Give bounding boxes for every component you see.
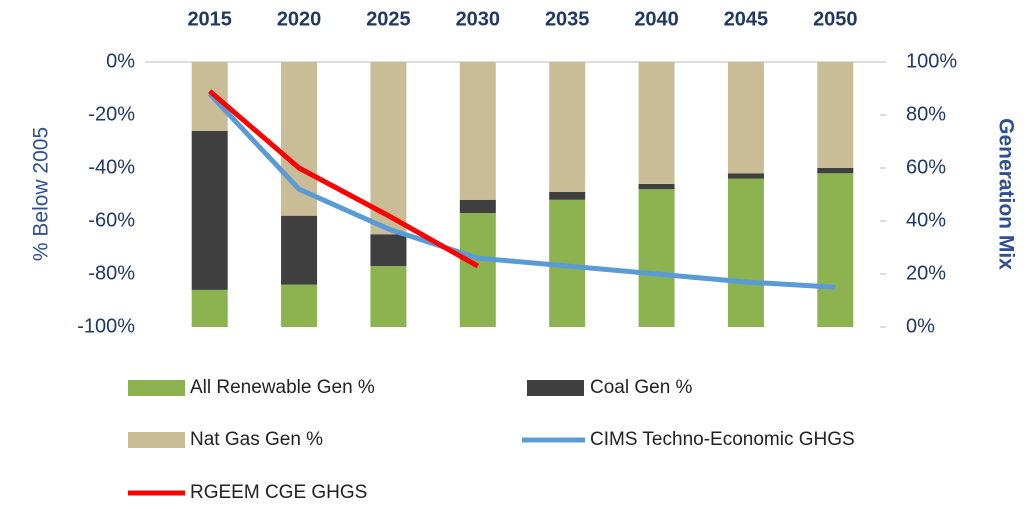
bar-segment [638, 62, 675, 184]
legend-label: All Renewable Gen % [190, 377, 375, 398]
x-tick-label: 2030 [456, 8, 501, 30]
bar-segment [459, 62, 496, 200]
y-tick-label: -100% [77, 315, 135, 337]
y2-axis-title: Generation Mix [994, 118, 1017, 270]
bar-segment [817, 62, 854, 168]
y-tick-label: -20% [88, 103, 135, 125]
bar-segment [281, 284, 318, 327]
y-axis-title: % Below 2005 [30, 127, 53, 261]
bar-segment [727, 173, 764, 179]
bar-segment [459, 199, 496, 214]
x-tick-label: 2025 [366, 8, 411, 30]
y2-tick-label: 0% [906, 315, 935, 337]
legend-swatch [128, 432, 185, 448]
x-tick-label: 2050 [813, 8, 858, 30]
y2-tick-label: 40% [906, 209, 946, 231]
x-tick-label: 2040 [634, 8, 679, 30]
bar-segment [549, 62, 586, 192]
line-series [208, 89, 480, 269]
bar-segment [638, 183, 675, 190]
x-tick-label: 2015 [187, 8, 232, 30]
bar-segment [727, 62, 764, 174]
bar-segment [817, 173, 854, 327]
y2-tick-label: 60% [906, 156, 946, 178]
bar-segment [817, 168, 854, 174]
legend-label: Coal Gen % [590, 377, 693, 398]
y2-tick-label: 100% [906, 50, 957, 72]
y-tick-label: -40% [88, 156, 135, 178]
x-tick-label: 2045 [724, 8, 769, 30]
y-tick-label: -60% [88, 209, 135, 231]
y-tick-label: -80% [88, 262, 135, 284]
legend-label: RGEEM CGE GHGS [190, 482, 367, 503]
bar-segment [191, 130, 228, 290]
legend-swatch [128, 380, 185, 396]
y2-tick-label: 80% [906, 103, 946, 125]
legend-swatch [527, 380, 584, 396]
bar-segment [727, 178, 764, 327]
bar-segment [459, 213, 496, 327]
legend-label: Nat Gas Gen % [190, 429, 323, 450]
bar-segment [281, 215, 318, 285]
legend-label: CIMS Techno-Economic GHGS [590, 429, 855, 450]
line-series [207, 92, 836, 290]
y-tick-label: 0% [106, 50, 135, 72]
y2-tick-label: 20% [906, 262, 946, 284]
bar-segment [638, 189, 675, 327]
bar-segment [370, 62, 407, 235]
bar-segment [370, 234, 407, 267]
x-tick-label: 2035 [545, 8, 590, 30]
x-tick-label: 2020 [277, 8, 322, 30]
bar-segment [549, 191, 586, 200]
bar-segment [191, 289, 228, 327]
bar-segment [370, 266, 407, 327]
